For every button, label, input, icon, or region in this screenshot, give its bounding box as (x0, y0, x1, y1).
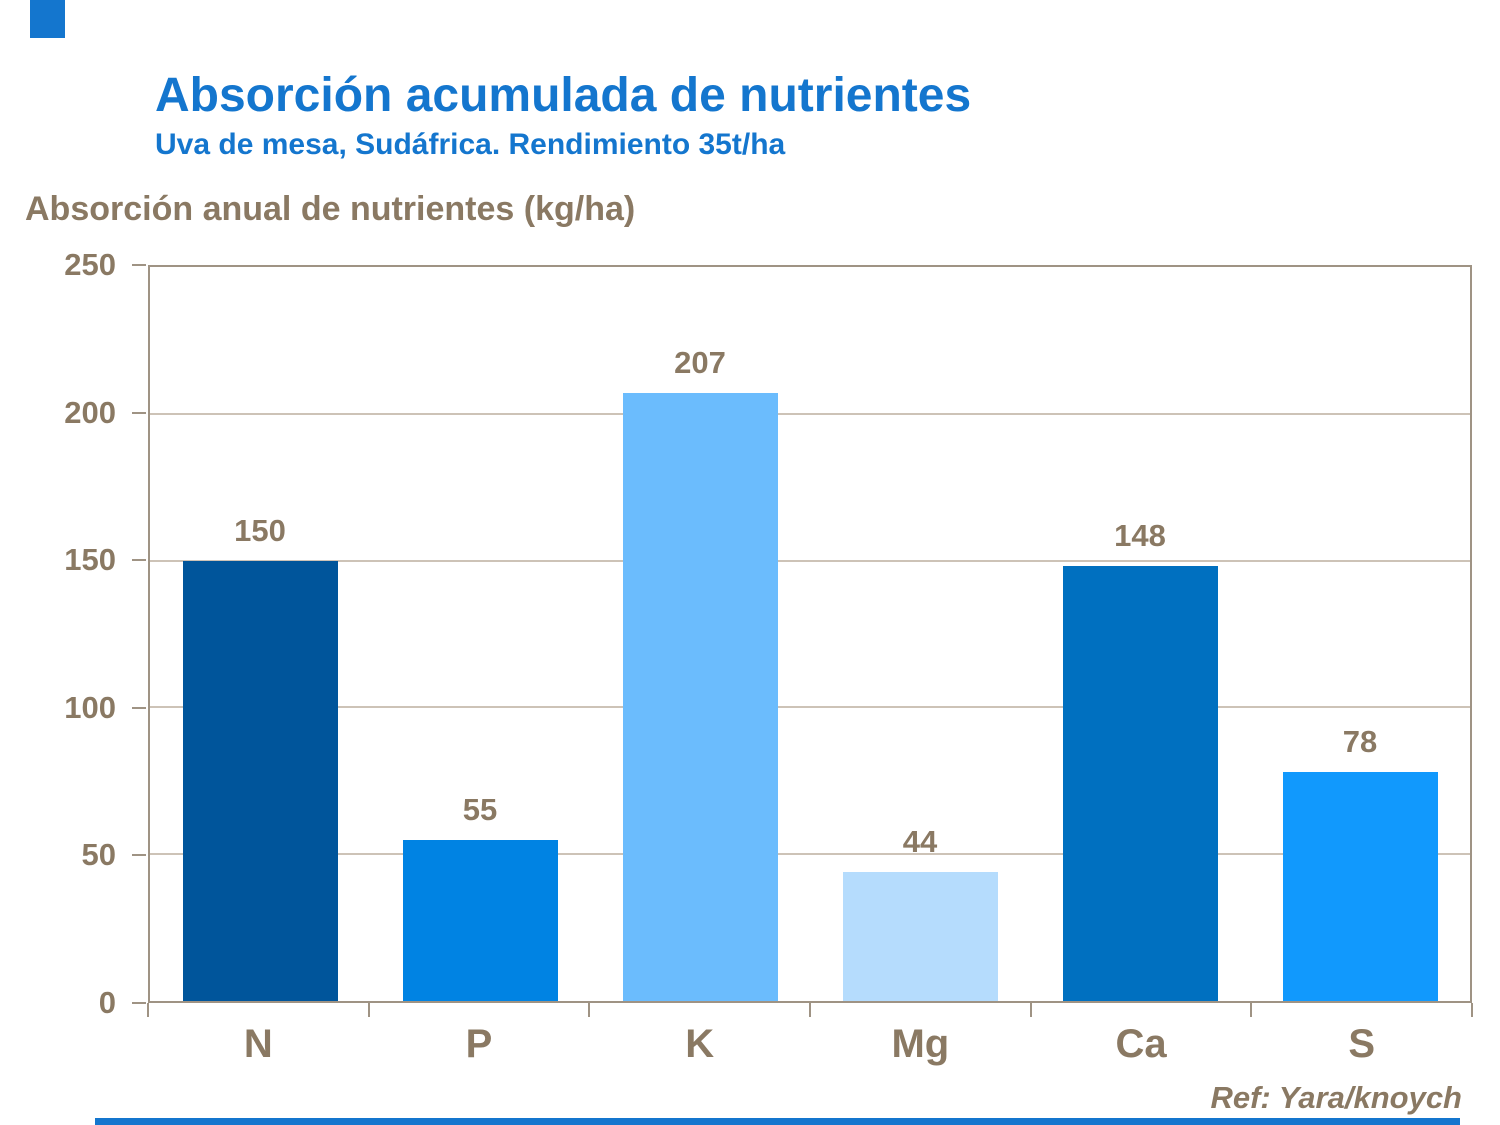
x-label-P: P (465, 1022, 493, 1066)
reference-text: Ref: Yara/knoych (1210, 1080, 1462, 1115)
bar-Mg (842, 871, 998, 1001)
x-tick-mark-0 (147, 1003, 149, 1017)
bar-N (182, 560, 338, 1001)
x-tick-mark-4 (1029, 1003, 1032, 1017)
value-label-P: 55 (462, 791, 498, 827)
bar-slot-K: 207 (590, 267, 810, 1001)
y-tick-label-150: 150 (64, 542, 116, 578)
y-tick-mark-250 (132, 264, 146, 266)
deco-top-left-square (30, 0, 65, 38)
y-tick-label-100: 100 (64, 689, 116, 725)
x-axis-labels: N P K Mg Ca S (148, 1022, 1472, 1067)
bar-S (1282, 772, 1438, 1001)
x-label-Ca: Ca (1115, 1022, 1167, 1066)
y-tick-label-200: 200 (64, 394, 116, 430)
deco-bottom-strip (95, 1118, 1460, 1125)
x-label-S: S (1348, 1022, 1376, 1066)
bar-slots: 150 55 207 44 148 78 (150, 267, 1470, 1001)
gridline-100 (150, 706, 1470, 709)
chart-subtitle: Uva de mesa, Sudáfrica. Rendimiento 35t/… (155, 128, 786, 161)
x-tick-mark-2 (588, 1003, 591, 1017)
plot-area: 150 55 207 44 148 78 (148, 265, 1472, 1003)
y-tick-mark-200 (132, 411, 146, 414)
y-tick-label-250: 250 (64, 247, 116, 282)
y-tick-label-0: 0 (98, 985, 116, 1020)
x-label-N: N (243, 1022, 273, 1066)
chart-title: Absorción acumulada de nutrientes (155, 69, 972, 122)
bar-slot-Mg: 44 (810, 267, 1030, 1001)
x-tick-mark-5 (1250, 1003, 1253, 1017)
y-tick-mark-50 (132, 854, 146, 857)
value-label-N: 150 (234, 512, 286, 548)
bar-slot-P: 55 (370, 267, 590, 1001)
y-tick-mark-100 (132, 706, 146, 709)
y-tick-mark-150 (132, 559, 146, 562)
bar-slot-Ca: 148 (1030, 267, 1250, 1001)
x-label-Mg: Mg (891, 1022, 950, 1066)
value-label-K: 207 (674, 345, 726, 381)
y-tick-label-50: 50 (81, 837, 116, 873)
value-label-Mg: 44 (902, 823, 938, 859)
y-axis-title: Absorción anual de nutrientes (kg/ha) (25, 190, 636, 228)
bar-Ca (1062, 566, 1218, 1001)
value-label-Ca: 148 (1114, 518, 1166, 554)
bar-K (622, 393, 778, 1001)
x-ticks (147, 1003, 1473, 1017)
gridline-50 (150, 853, 1470, 856)
x-label-K: K (685, 1022, 715, 1066)
bar-slot-N: 150 (150, 267, 370, 1001)
y-tick-mark-0 (132, 1002, 146, 1004)
x-tick-mark-3 (809, 1003, 811, 1017)
y-axis: 0 50 100 150 200 250 (0, 247, 146, 1020)
x-tick-mark-1 (367, 1003, 370, 1017)
bar-slot-S: 78 (1250, 267, 1470, 1001)
gridline-150 (150, 559, 1470, 562)
value-label-S: 78 (1342, 724, 1378, 759)
x-tick-mark-6 (1471, 1003, 1473, 1017)
bar-P (402, 839, 558, 1001)
gridline-200 (150, 412, 1470, 415)
